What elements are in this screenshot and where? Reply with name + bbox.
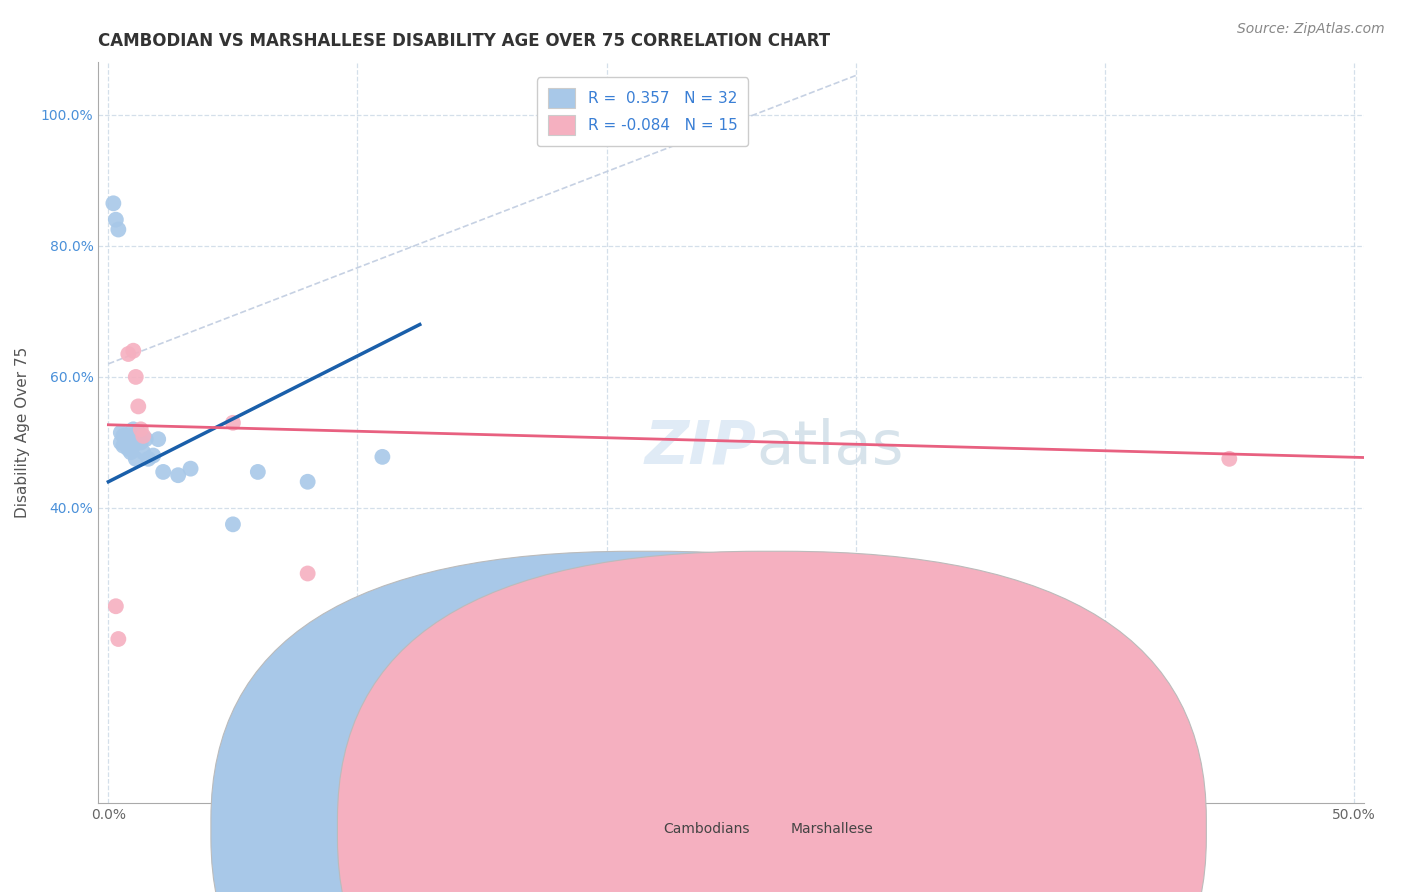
- Point: [152, 465, 174, 479]
- Text: Marshallese: Marshallese: [790, 822, 873, 836]
- Point: [110, 425, 132, 440]
- Point: [104, 212, 127, 227]
- Point: [135, 432, 157, 446]
- Point: [1218, 451, 1240, 466]
- Point: [142, 449, 165, 463]
- Point: [127, 400, 149, 414]
- Text: atlas: atlas: [756, 418, 904, 477]
- Point: [132, 445, 155, 459]
- Text: ZIP: ZIP: [644, 418, 756, 477]
- Point: [125, 429, 148, 443]
- Point: [246, 465, 269, 479]
- Point: [148, 432, 170, 446]
- Point: [125, 370, 148, 384]
- Text: Source: ZipAtlas.com: Source: ZipAtlas.com: [1237, 22, 1385, 37]
- Point: [120, 445, 142, 459]
- Point: [117, 442, 139, 456]
- Point: [222, 416, 245, 430]
- Point: [129, 422, 152, 436]
- Point: [127, 425, 149, 440]
- Point: [112, 439, 135, 453]
- Y-axis label: Disability Age Over 75: Disability Age Over 75: [15, 347, 30, 518]
- Point: [104, 599, 127, 614]
- Text: CAMBODIAN VS MARSHALLESE DISABILITY AGE OVER 75 CORRELATION CHART: CAMBODIAN VS MARSHALLESE DISABILITY AGE …: [98, 32, 831, 50]
- Text: Cambodians: Cambodians: [664, 822, 751, 836]
- Point: [103, 196, 125, 211]
- Point: [167, 468, 190, 483]
- Point: [180, 461, 202, 475]
- Point: [122, 439, 145, 453]
- Point: [112, 429, 135, 443]
- Point: [114, 435, 136, 450]
- Point: [125, 451, 148, 466]
- Point: [117, 347, 139, 361]
- Point: [117, 432, 139, 446]
- Point: [122, 432, 145, 446]
- Point: [122, 343, 145, 358]
- Point: [110, 435, 132, 450]
- Point: [114, 429, 136, 443]
- Point: [297, 566, 319, 581]
- Point: [371, 450, 394, 464]
- Point: [122, 422, 145, 436]
- Point: [107, 632, 129, 646]
- Point: [222, 517, 245, 532]
- Point: [136, 451, 159, 466]
- Point: [120, 429, 142, 443]
- Point: [297, 475, 319, 489]
- Point: [107, 222, 129, 236]
- Legend: R =  0.357   N = 32, R = -0.084   N = 15: R = 0.357 N = 32, R = -0.084 N = 15: [537, 78, 748, 145]
- Point: [132, 429, 155, 443]
- Point: [129, 435, 152, 450]
